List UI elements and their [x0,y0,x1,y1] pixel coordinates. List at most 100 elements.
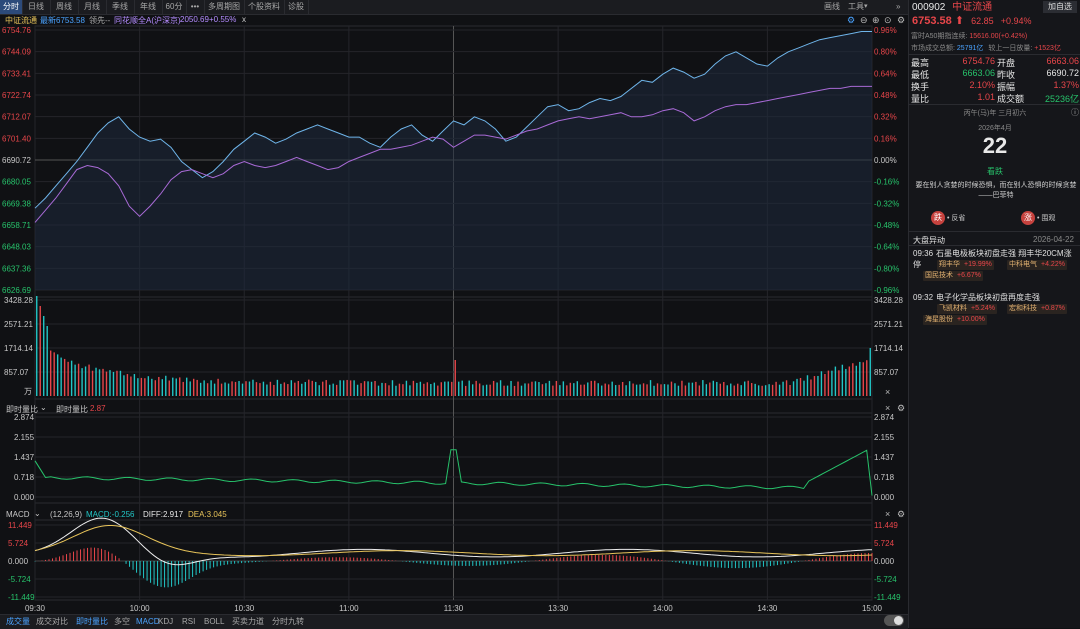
volume-unit: 万 [24,387,32,396]
info-icon[interactable]: ⓘ [1071,107,1079,118]
stock-tag[interactable]: 国民技术 +6.67% [923,271,983,281]
indicator-tab[interactable]: BOLL [204,615,224,629]
stock-tag-pct: +0.87% [1041,305,1065,312]
quote-value: 6690.72 [1029,68,1079,78]
indicator-tab[interactable]: RSI [182,615,195,629]
period-tab[interactable]: 月线 [78,0,107,14]
price-tick-right: -0.32% [874,199,899,208]
price-tick-left: 6754.76 [2,26,31,35]
ratio-label: 即时量比 [56,404,88,415]
price-tick-right: 0.00% [874,156,897,165]
time-tick: 10:00 [130,604,151,613]
turnover-label: 市场成交总额: [911,45,955,52]
ratio-panel-caret-icon[interactable]: ⌄ [40,403,47,412]
draw-line-button[interactable]: 画线 [824,0,840,14]
ratio-tick-right: 1.437 [874,453,895,462]
stock-tag-pct: +19.99% [964,261,992,268]
quote-value: 1.37% [1029,80,1079,90]
macd-close-icon[interactable]: × [885,509,890,519]
indicator-tab[interactable]: MACD [136,615,160,629]
stock-tag[interactable]: 海星股份 +10.00% [923,315,987,325]
period-tabbar: 分时 日线 周线 月线 季线 年线 60分 ••• 多周期图 个股资料 诊股 [0,0,908,15]
double-chevron-right-icon[interactable]: » [896,0,900,14]
macd-panel-caret-icon[interactable]: ⌄ [34,509,41,518]
toggle-switch[interactable] [884,615,904,626]
macd-tick-left: -5.724 [8,575,31,584]
volume-close-icon[interactable]: × [885,387,890,397]
intraday-chart[interactable]: 6754.76 0.96% 6744.09 0.80% 6733.41 0.64% 6722… [0,14,908,614]
indicator-tab[interactable]: 成交对比 [36,615,68,629]
tools-caret-icon[interactable]: ▾ [864,0,868,14]
stock-price: 6753.58 [912,15,952,27]
close-icon[interactable]: × [885,403,890,413]
indicator-tabbar: 成交量 成交对比 即时量比 多空 MACD KDJ RSI BOLL 买卖力道 分时九转 [0,614,908,629]
indicator-tab[interactable]: 成交量 [6,615,30,629]
macd-tick-left: -11.449 [8,593,35,602]
news-time: 09:32 [913,293,933,302]
period-tab[interactable]: 个股资料 [244,0,285,14]
add-watchlist-button[interactable]: 加自选 [1043,1,1077,13]
macd-gear-icon[interactable]: ⚙ [897,509,905,520]
macd-tick-right: 5.724 [874,539,895,548]
period-tab[interactable]: 年线 [134,0,163,14]
indicator-tab[interactable]: 分时九转 [272,615,304,629]
indicator-tab[interactable]: 即时量比 [76,615,108,629]
lead-label: 领先-- [89,15,110,26]
stock-tag-name: 海星股份 [925,316,953,323]
gear-icon[interactable]: ⚙ [897,403,905,414]
zoom-in-icon[interactable]: ⊕ [872,15,880,26]
stock-tag-pct: +4.22% [1041,261,1065,268]
tools-menu-button[interactable]: 工具 [848,0,864,14]
daily-quote: 要在别人贪婪的时候恐惧，而在别人恐惧的时候贪婪——巴菲特 [915,181,1077,201]
indicator-tab[interactable]: KDJ [158,615,173,629]
stock-tag[interactable]: 宏和科技 +0.87% [1007,304,1067,314]
macd-panel-title[interactable]: MACD [6,510,30,519]
volume-tick-right: 857.07 [874,368,899,377]
indicator-tab[interactable]: 多空 [114,615,130,629]
period-tab[interactable]: 分时 [0,0,23,14]
period-tab[interactable]: 季线 [106,0,135,14]
quote-value: 6663.06 [1029,56,1079,66]
period-tab[interactable]: 周线 [50,0,79,14]
news-date: 2026-04-22 [1033,235,1074,244]
price-tick-right: -0.64% [874,243,899,252]
period-tab[interactable]: ••• [186,0,205,14]
time-tick: 15:00 [862,604,883,613]
period-tab[interactable]: 60分 [162,0,187,14]
time-tick: 13:30 [548,604,569,613]
price-tick-left: 6669.38 [2,199,31,208]
bull-vote-icon[interactable]: 涨 [1021,211,1035,225]
stock-pct: +0.94% [1001,16,1032,26]
stock-tag[interactable]: 飞凯材料 +5.24% [937,304,997,314]
period-tab[interactable]: 多周期图 [204,0,245,14]
latest-price-label: 最新6753.58 [40,15,85,26]
volume-tick-left: 3428.28 [4,296,33,305]
news-time: 09:36 [913,249,933,258]
remove-compare-button[interactable]: x [242,15,246,24]
stock-tag-pct: +6.67% [957,272,981,279]
period-tab[interactable]: 日线 [22,0,51,14]
news-item[interactable]: 09:32 电子化学品板块初盘再度走强 [913,292,1079,303]
indicator-tab[interactable]: 买卖力道 [232,615,264,629]
compare-index-name[interactable]: 同花顺全A(沪深京) [114,15,181,26]
time-tick: 09:30 [25,604,46,613]
more-settings-icon[interactable]: ⚙ [897,15,905,26]
expand-icon[interactable]: ⊙ [884,15,892,26]
compare-index-value: 2050.69 [180,15,209,24]
stock-tag[interactable]: 中科电气 +4.22% [1007,260,1067,270]
ratio-tick-right: 2.155 [874,433,895,442]
bear-vote-icon[interactable]: 跌 [931,211,945,225]
macd-params: (12,26,9) [50,510,82,519]
zoom-out-icon[interactable]: ⊖ [860,15,868,26]
macd-value: MACD:-0.256 [86,510,134,519]
bull-vote-label[interactable]: • 围观 [1037,213,1055,223]
price-tick-left: 6658.71 [2,221,31,230]
period-tab[interactable]: 诊股 [284,0,309,14]
stock-tag[interactable]: 翔丰华 +19.99% [937,260,994,270]
macd-tick-left: 0.000 [8,557,29,566]
settings-icon[interactable]: ⚙ [847,15,855,26]
price-tick-left: 6626.69 [2,286,31,295]
price-tick-right: -0.80% [874,264,899,273]
bear-vote-label[interactable]: • 反省 [947,213,965,223]
ratio-panel-title[interactable]: 即时量比 [6,404,38,415]
